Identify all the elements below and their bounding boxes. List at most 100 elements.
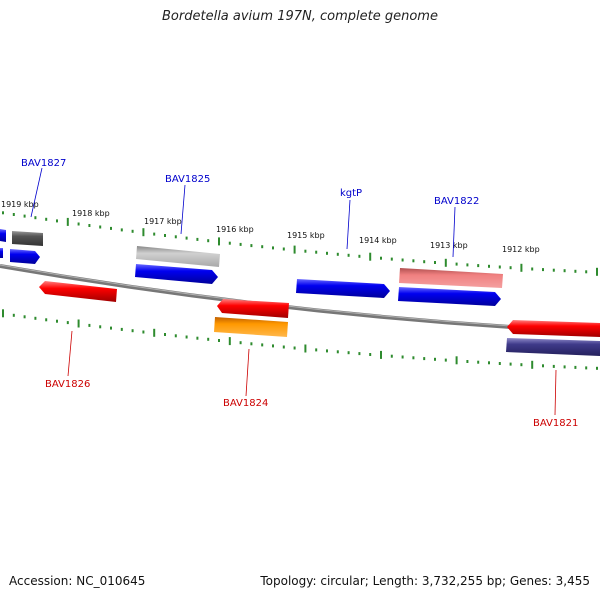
gene-label[interactable]: BAV1822 <box>434 196 479 207</box>
scale-minor-tick <box>304 249 307 253</box>
scale-major-tick <box>520 263 523 272</box>
scale-minor-tick <box>542 268 544 272</box>
scale-minor-tick <box>250 244 253 248</box>
scale-minor-tick <box>164 333 166 336</box>
scale-minor-tick <box>466 263 469 267</box>
scale-minor-tick <box>56 319 58 323</box>
scale-minor-tick <box>596 366 598 370</box>
scale-minor-tick <box>250 342 253 346</box>
scale-minor-tick <box>315 348 318 352</box>
scale-minor-tick <box>207 239 210 243</box>
scale-minor-tick <box>88 323 91 327</box>
scale-minor-tick <box>423 357 426 361</box>
scale-major-tick <box>218 237 220 246</box>
scale-minor-tick <box>185 236 188 240</box>
scale-minor-tick <box>239 242 242 246</box>
scale-minor-tick <box>120 228 123 232</box>
scale-minor-tick <box>120 327 123 331</box>
scale-minor-tick <box>131 229 134 233</box>
gene-arrow-red[interactable] <box>217 299 289 318</box>
scale-minor-tick <box>34 316 37 320</box>
scale-minor-tick <box>434 357 436 361</box>
scale-minor-tick <box>347 351 350 355</box>
scale-minor-tick <box>498 265 501 269</box>
gene-arrow-blue[interactable] <box>398 287 501 306</box>
gene-arrow-blue[interactable] <box>0 229 6 242</box>
scale-minor-tick <box>282 247 285 251</box>
scale-minor-tick <box>531 267 534 271</box>
scale-minor-tick <box>455 262 458 266</box>
scale-minor-tick <box>326 251 328 255</box>
scale-major-tick <box>444 258 447 267</box>
scale-minor-tick <box>401 258 404 262</box>
gene-arrow-blue[interactable] <box>10 249 40 264</box>
gene-label[interactable]: BAV1826 <box>45 379 90 390</box>
scale-major-tick <box>142 228 145 237</box>
scale-minor-tick <box>174 334 177 338</box>
scale-minor-tick <box>45 217 48 221</box>
scale-minor-tick <box>282 345 285 349</box>
scale-major-tick <box>77 319 80 328</box>
gene-label[interactable]: BAV1824 <box>223 398 268 409</box>
scale-minor-tick <box>563 269 566 273</box>
scale-minor-tick <box>488 264 490 268</box>
scale-minor-tick <box>228 241 231 245</box>
scale-minor-tick <box>272 344 274 348</box>
gene-arrow-blue[interactable] <box>135 264 218 284</box>
scale-minor-tick <box>509 362 512 366</box>
scale-minor-tick <box>585 366 588 370</box>
gene-label[interactable]: BAV1825 <box>165 174 210 185</box>
gene-arrow-orange[interactable] <box>214 317 288 337</box>
gene-arrow-blue[interactable] <box>0 248 3 258</box>
gene-arrow-grey[interactable] <box>136 246 220 267</box>
scale-minor-tick <box>185 335 188 339</box>
gene-label[interactable]: BAV1827 <box>21 158 66 169</box>
scale-minor-tick <box>34 216 37 220</box>
gene-arrow-red[interactable] <box>507 320 600 337</box>
scale-label: 1919 kbp <box>1 200 39 209</box>
reverse-genes <box>39 281 600 356</box>
scale-minor-tick <box>347 253 350 257</box>
scale-minor-tick <box>164 234 166 237</box>
scale-label: 1913 kbp <box>430 241 468 250</box>
scale-minor-tick <box>174 235 177 239</box>
scale-major-tick <box>380 350 382 359</box>
scale-label: 1915 kbp <box>287 231 325 240</box>
gene-arrow-red[interactable] <box>39 281 117 302</box>
scale-minor-tick <box>196 336 199 340</box>
scale-major-tick <box>293 245 296 254</box>
accession-text: Accession: NC_010645 <box>9 574 146 588</box>
scale-major-tick <box>66 217 69 226</box>
scale-minor-tick <box>585 270 588 274</box>
scale-minor-tick <box>336 252 339 256</box>
scale-minor-tick <box>196 237 199 241</box>
gene-arrow-blue[interactable] <box>296 279 390 298</box>
scale-minor-tick <box>498 362 501 365</box>
scale-minor-tick <box>261 245 264 249</box>
scale-minor-tick <box>509 266 512 270</box>
scale-minor-tick <box>218 339 220 342</box>
scale-minor-tick <box>12 313 15 317</box>
gene-arrow-darkgrey[interactable] <box>12 231 43 246</box>
scale-minor-tick <box>77 222 80 226</box>
scale-minor-tick <box>574 365 577 369</box>
scale-minor-tick <box>477 360 480 364</box>
scale-major-tick <box>455 356 458 365</box>
scale-minor-tick <box>66 321 69 325</box>
scale-minor-tick <box>2 211 4 215</box>
gene-label[interactable]: kgtP <box>340 188 362 199</box>
scale-major-tick <box>369 252 372 261</box>
scale-minor-tick <box>99 225 102 229</box>
scale-minor-tick <box>552 364 555 368</box>
gene-arrow-pink[interactable] <box>399 268 503 288</box>
scale-label: 1917 kbp <box>144 217 182 226</box>
scale-major-tick <box>596 267 598 276</box>
scale-minor-tick <box>110 226 112 230</box>
gene-label[interactable]: BAV1821 <box>533 418 578 429</box>
label-leaders <box>30 167 557 416</box>
gene-arrow-navy[interactable] <box>506 338 600 356</box>
topology-summary: Topology: circular; Length: 3,732,255 bp… <box>260 574 590 588</box>
scale-minor-tick <box>390 354 393 358</box>
scale-minor-tick <box>552 268 555 272</box>
